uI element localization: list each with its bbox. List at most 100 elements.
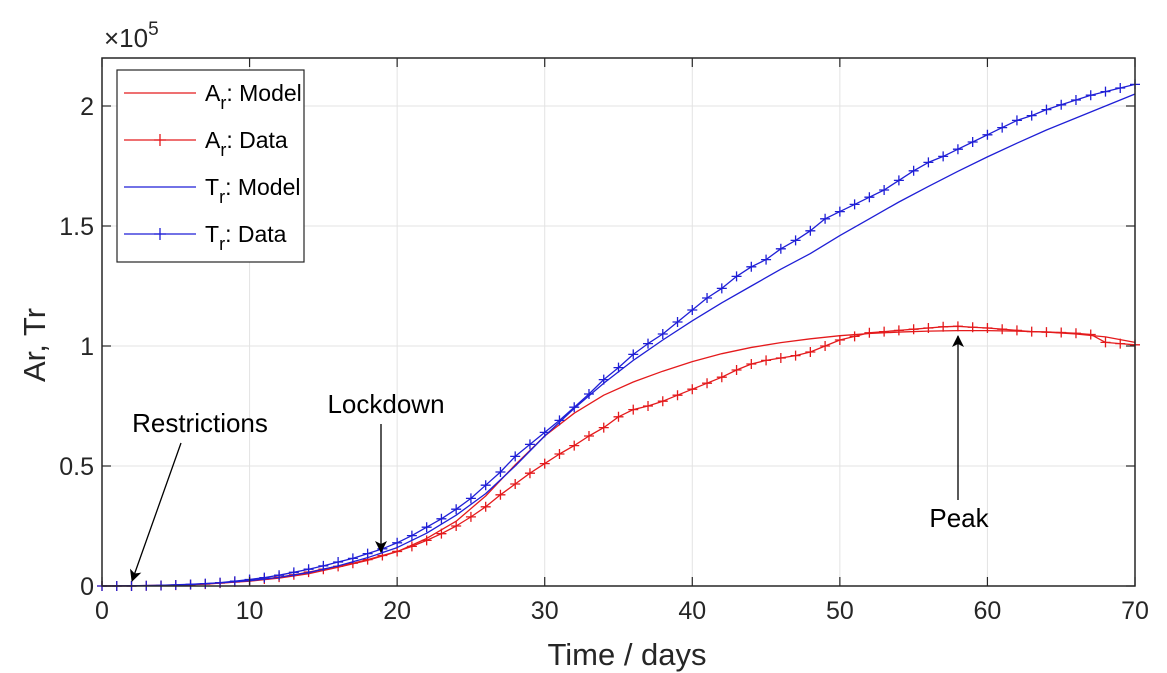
data-point (1026, 326, 1037, 337)
data-point (982, 129, 993, 140)
data-point (790, 235, 801, 246)
data-point (303, 564, 314, 575)
data-point (702, 293, 713, 303)
data-point (1085, 329, 1096, 340)
data-point (362, 548, 373, 559)
x-tick-label: 70 (1121, 597, 1149, 625)
data-point (834, 335, 845, 345)
data-point (406, 541, 417, 552)
data-point (569, 440, 580, 451)
data-point (480, 501, 491, 512)
data-point (1115, 338, 1126, 349)
data-point (893, 175, 904, 186)
legend-entry: Tr: Model (124, 174, 301, 207)
legend-label: Ar: Data (205, 127, 288, 160)
legend-box (116, 69, 305, 263)
data-point (583, 431, 594, 441)
data-point (583, 389, 594, 399)
y-exponent: ×105 (104, 19, 159, 53)
data-point (672, 390, 683, 401)
data-point (495, 467, 506, 477)
y-tick-label: 0.5 (59, 453, 94, 481)
data-point (465, 511, 476, 522)
series-layer (97, 79, 1140, 591)
data-point (879, 185, 890, 195)
data-point (480, 480, 491, 491)
legend-marker (154, 228, 166, 240)
series-1 (97, 321, 1140, 591)
data-point (406, 530, 417, 541)
data-point (495, 489, 506, 500)
data-point (274, 570, 285, 581)
data-point (1011, 115, 1022, 126)
data-point (834, 206, 845, 217)
data-point (997, 122, 1008, 133)
data-point (1041, 104, 1052, 115)
data-point (436, 513, 447, 524)
data-point (554, 449, 565, 459)
data-point (1041, 327, 1052, 338)
data-point (451, 504, 462, 515)
data-point (333, 557, 344, 567)
data-point (288, 567, 299, 578)
legend-marker (154, 134, 166, 146)
data-point (731, 365, 742, 375)
annotation-label: Peak (929, 503, 989, 533)
y-tick-label: 1 (80, 333, 94, 361)
x-tick-label: 40 (678, 597, 706, 625)
data-point (1085, 90, 1096, 101)
data-point (510, 479, 521, 489)
data-point (879, 326, 890, 337)
legend-entry: Ar: Model (124, 80, 302, 113)
axis-ticks: 0 10 20 30 40 50 60 70 0 0.5 1 1.5 2 (59, 58, 1149, 625)
data-point (1011, 325, 1022, 336)
data-point (1100, 337, 1111, 348)
data-point (436, 528, 447, 539)
series-0 (101, 329, 1136, 587)
data-point (628, 404, 639, 415)
data-point (185, 579, 196, 590)
legend-entry: Tr: Data (124, 221, 287, 254)
y-tick-label: 1.5 (59, 213, 94, 241)
data-point (554, 415, 565, 426)
data-point (1115, 83, 1126, 93)
data-point (687, 305, 698, 315)
data-point (746, 359, 757, 369)
y-axis-label: Ar, Tr (17, 308, 52, 382)
data-point (643, 401, 654, 411)
data-point (643, 338, 654, 349)
data-point (805, 347, 816, 357)
data-point (229, 576, 240, 587)
x-tick-label: 50 (826, 597, 854, 625)
series-line (101, 329, 1136, 587)
data-point (1070, 95, 1081, 105)
data-point (569, 402, 580, 413)
data-point (923, 323, 934, 333)
x-tick-label: 60 (974, 597, 1002, 625)
data-point (1056, 327, 1067, 338)
data-point (1026, 110, 1037, 121)
data-point (524, 468, 535, 479)
data-point (775, 243, 786, 254)
legend-entry: Ar: Data (124, 127, 288, 160)
data-point (451, 521, 462, 531)
data-point (421, 522, 432, 533)
data-point (657, 396, 668, 407)
data-point (672, 317, 683, 327)
data-point (628, 349, 639, 360)
data-point (716, 283, 727, 294)
data-point (1056, 99, 1067, 110)
data-point (761, 355, 772, 366)
data-point (524, 439, 535, 450)
data-point (598, 422, 609, 433)
legend-label: Tr: Model (205, 174, 301, 207)
data-point (170, 580, 181, 591)
data-point (775, 353, 786, 363)
data-point (259, 572, 270, 583)
data-point (347, 553, 358, 564)
data-point (318, 560, 329, 571)
data-point (539, 458, 550, 469)
data-point (657, 329, 668, 339)
y-tick-label: 0 (80, 573, 94, 601)
